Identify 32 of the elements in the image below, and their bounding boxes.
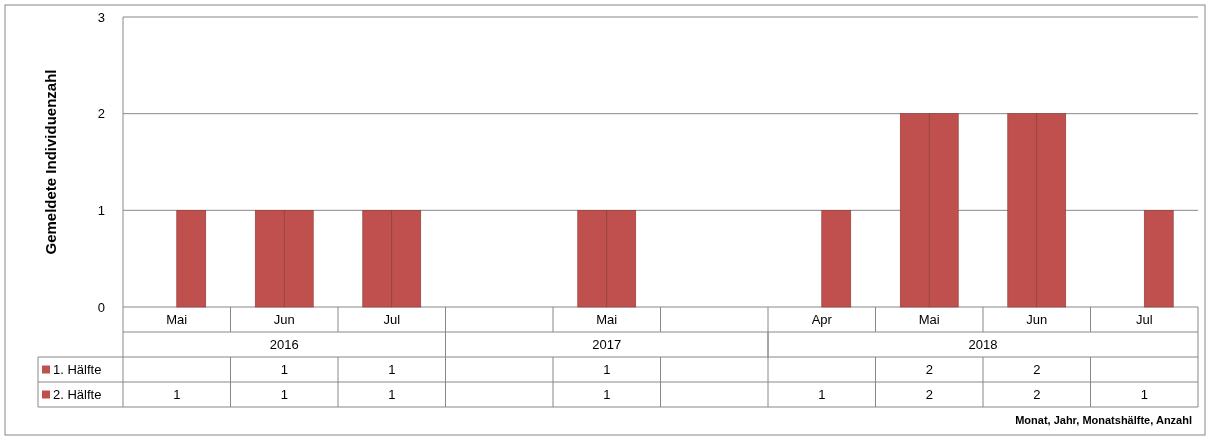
x-tick-label: Jun <box>273 312 295 328</box>
y-tick-label: 3 <box>97 9 105 25</box>
text: Monat, Jahr, Monatshälfte, Anzahl <box>1015 414 1192 426</box>
x-tick-label: Mai <box>166 312 188 328</box>
x-tick-label: Jul <box>1135 312 1153 328</box>
data-label: 2 <box>925 362 933 378</box>
y-tick-label: 0 <box>97 299 105 315</box>
data-label: 1 <box>280 362 288 378</box>
data-label: 1 <box>603 362 611 378</box>
data-label: 1 <box>603 387 611 403</box>
x-tick-label: Mai <box>596 312 618 328</box>
data-label: 1 <box>818 387 826 403</box>
text: 2016 <box>269 337 299 353</box>
y-axis-title: Gemeldete Individuenzahl <box>42 69 59 255</box>
legend-label: 1. Hälfte <box>53 362 102 378</box>
text: 2018 <box>968 337 998 353</box>
text: 2017 <box>592 337 622 353</box>
data-label: 1 <box>388 362 396 378</box>
data-label: 1 <box>388 387 396 403</box>
y-tick-label: 1 <box>97 202 105 218</box>
legend-label: 2. Hälfte <box>53 387 102 403</box>
x-tick-label: Apr <box>811 312 833 328</box>
x-tick-label: Jun <box>1026 312 1048 328</box>
data-label: 2 <box>1033 362 1041 378</box>
data-label: 2 <box>925 387 933 403</box>
data-label: 1 <box>1140 387 1148 403</box>
data-label: 1 <box>280 387 288 403</box>
x-tick-label: Jul <box>383 312 401 328</box>
x-tick-label: Mai <box>918 312 940 328</box>
data-label: 2 <box>1033 387 1041 403</box>
data-label: 1 <box>173 387 181 403</box>
y-tick-label: 2 <box>97 106 105 122</box>
